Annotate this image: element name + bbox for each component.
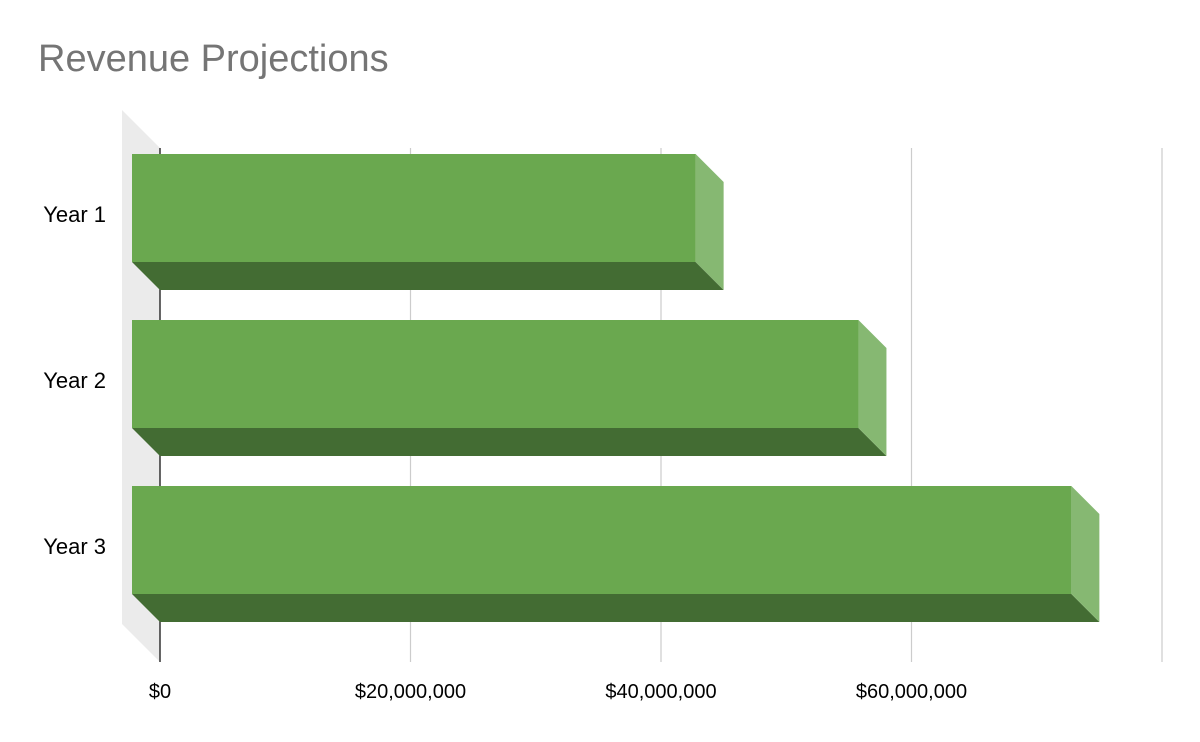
bar-group	[132, 486, 1100, 622]
x-tick-label: $0	[149, 681, 171, 703]
bar	[132, 486, 1072, 594]
bar-end-face	[858, 320, 887, 456]
category-label: Year 3	[43, 534, 106, 559]
x-tick-label: $40,000,000	[605, 681, 716, 703]
bar-bottom-face	[132, 594, 1100, 622]
bar-end-face	[695, 154, 724, 290]
bar-group	[132, 154, 724, 290]
x-tick-label: $20,000,000	[355, 681, 466, 703]
bar	[132, 154, 696, 262]
bar-bottom-face	[132, 428, 887, 456]
chart-bars	[132, 154, 1100, 622]
x-axis-tick-labels: $0 $20,000,000 $40,000,000 $60,000,000	[149, 681, 967, 703]
chart-title: Revenue Projections	[38, 38, 389, 80]
category-label: Year 2	[43, 368, 106, 393]
bar-bottom-face	[132, 262, 724, 290]
x-tick-label: $60,000,000	[856, 681, 967, 703]
category-label: Year 1	[43, 202, 106, 227]
bar	[132, 320, 859, 428]
category-labels: Year 1 Year 2 Year 3	[43, 202, 106, 559]
bar-group	[132, 320, 887, 456]
bar-end-face	[1071, 486, 1100, 622]
